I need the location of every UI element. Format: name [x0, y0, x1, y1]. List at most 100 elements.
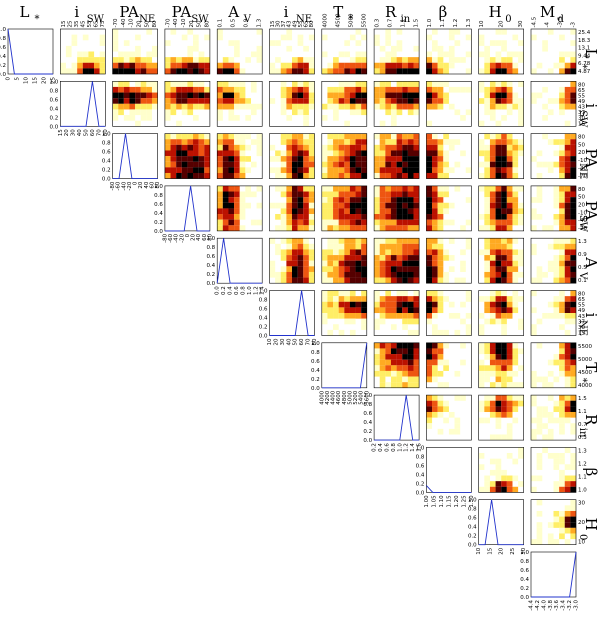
density-cell — [379, 382, 386, 388]
density-cell — [407, 98, 414, 104]
density-cell — [198, 81, 205, 87]
density-panel-iNE-beta — [426, 290, 472, 336]
density-cell — [518, 296, 524, 302]
density-cell — [547, 533, 554, 540]
hist-ytick: 0.0 — [468, 543, 477, 549]
density-cell — [443, 150, 449, 157]
density-cell — [217, 109, 223, 116]
density-cell — [275, 271, 281, 278]
density-cell — [374, 225, 380, 231]
density-cell — [506, 475, 513, 482]
density-panel-L-H0: 10 20 30 — [478, 20, 524, 75]
right-tick: 4000 — [578, 383, 592, 389]
density-cell — [478, 329, 485, 336]
density-cell — [512, 301, 519, 308]
density-cell — [321, 277, 328, 284]
density-cell — [437, 370, 444, 377]
hist-line-Rin — [374, 395, 420, 441]
density-cell — [112, 103, 119, 110]
hist-xtick: 5600 — [364, 390, 370, 404]
density-cell — [112, 98, 119, 104]
density-cell — [443, 62, 449, 69]
density-cell — [239, 81, 246, 87]
density-cell — [553, 464, 560, 470]
density-cell — [542, 115, 548, 121]
density-cell — [559, 277, 565, 284]
row-label-sub: * — [577, 64, 588, 69]
density-cell — [443, 277, 449, 284]
density-cell — [426, 51, 433, 58]
hist-xtick: 1.10 — [439, 495, 445, 508]
density-cell — [564, 150, 571, 157]
density-cell — [303, 197, 309, 203]
density-cell — [432, 249, 438, 256]
hist-xtick: -80 — [110, 181, 116, 190]
density-cell — [228, 167, 235, 174]
right-tick: 80 — [578, 135, 585, 141]
hist-line-T — [321, 342, 368, 389]
density-cell — [297, 172, 304, 179]
density-cell — [292, 238, 298, 244]
density-cell — [465, 34, 472, 41]
right-tick: 0.1 — [578, 278, 587, 284]
top-tick: 4500 — [335, 13, 341, 27]
density-panel-L-T: 4000 4500 5000 5500 — [321, 13, 367, 75]
density-cell — [501, 359, 507, 366]
density-cell — [349, 266, 356, 272]
density-cell — [407, 144, 414, 151]
density-cell — [559, 271, 565, 278]
row-label-main: H — [582, 518, 598, 531]
density-cell — [518, 139, 524, 145]
density-cell — [531, 34, 537, 41]
density-cell — [385, 197, 392, 203]
density-cell — [564, 86, 571, 93]
density-cell — [65, 45, 72, 52]
density-cell — [385, 301, 392, 308]
density-cell — [379, 62, 386, 69]
density-cell — [217, 98, 223, 104]
density-cell — [344, 68, 350, 75]
density-cell — [506, 486, 513, 493]
column-label-sub: in — [401, 14, 411, 25]
density-cell — [478, 144, 485, 151]
density-cell — [286, 45, 293, 52]
density-cell — [553, 481, 560, 487]
density-cell — [501, 469, 507, 476]
density-cell — [385, 133, 392, 140]
density-cell — [489, 301, 496, 308]
density-cell — [374, 103, 380, 110]
density-cell — [559, 255, 565, 261]
density-cell — [234, 185, 240, 192]
density-cell — [385, 92, 392, 99]
density-cell — [506, 238, 513, 244]
density-cell — [432, 185, 438, 192]
density-cell — [327, 214, 334, 220]
density-cell — [460, 225, 466, 231]
density-cell — [495, 307, 502, 314]
density-cell — [297, 98, 304, 104]
density-cell — [564, 202, 571, 209]
density-cell — [501, 62, 507, 69]
density-cell — [413, 45, 420, 52]
density-cell — [413, 191, 420, 198]
density-cell — [321, 150, 328, 157]
top-tick: -70 — [113, 18, 119, 27]
density-cell — [506, 428, 513, 435]
density-panel-L-iNE: 15 30 37 43 49 55 65 80 — [269, 20, 315, 75]
density-cell — [426, 277, 433, 284]
density-cell — [512, 150, 519, 157]
density-cell — [570, 57, 577, 63]
hist-xtick: -3.6 — [554, 600, 560, 611]
density-cell — [327, 290, 334, 297]
density-cell — [361, 238, 367, 244]
density-cell — [460, 260, 466, 267]
density-cell — [495, 161, 502, 168]
density-cell — [181, 109, 188, 116]
hist-xtick: 50 — [293, 338, 299, 345]
density-cell — [465, 313, 472, 319]
density-cell — [60, 68, 66, 75]
density-cell — [99, 34, 106, 41]
density-cell — [269, 40, 276, 46]
density-cell — [489, 307, 496, 314]
